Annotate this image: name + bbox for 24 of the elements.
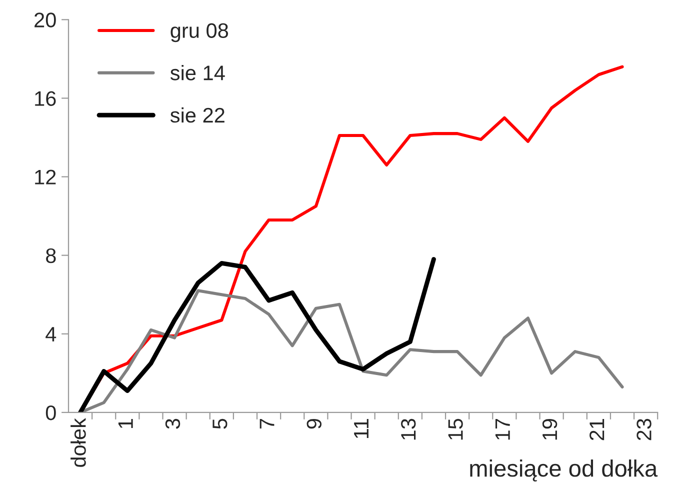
- x-tick-label: 3: [165, 418, 180, 429]
- x-tick-label: 19: [542, 418, 558, 440]
- line-series: [78, 257, 436, 412]
- y-tick-label: 16: [35, 91, 56, 106]
- x-tick-label: 11: [354, 419, 368, 438]
- x-axis-title: miesiące od dołka: [470, 459, 658, 482]
- y-tick-label: 0: [46, 405, 56, 420]
- x-tick-label: 13: [401, 418, 416, 440]
- x-tick-label: 7: [260, 419, 274, 429]
- x-tick-label: dołek: [70, 418, 86, 467]
- y-tick-label: 8: [46, 248, 56, 264]
- y-tick-label: 20: [34, 12, 56, 28]
- y-tick-label: 4: [46, 327, 56, 342]
- x-tick-label: 21: [590, 419, 604, 440]
- legend-label: sie 22: [170, 107, 224, 123]
- x-tick-label: 17: [495, 419, 510, 440]
- x-tick-label: 9: [306, 418, 322, 429]
- x-tick-label: 15: [448, 418, 463, 440]
- y-tick-label: 12: [35, 170, 56, 184]
- x-tick-label: 1: [118, 419, 133, 428]
- x-tick-label: 5: [212, 418, 228, 429]
- x-tick-label: 23: [636, 418, 652, 440]
- legend-label: sie 14: [170, 65, 225, 80]
- legend-label: gru 08: [170, 23, 228, 42]
